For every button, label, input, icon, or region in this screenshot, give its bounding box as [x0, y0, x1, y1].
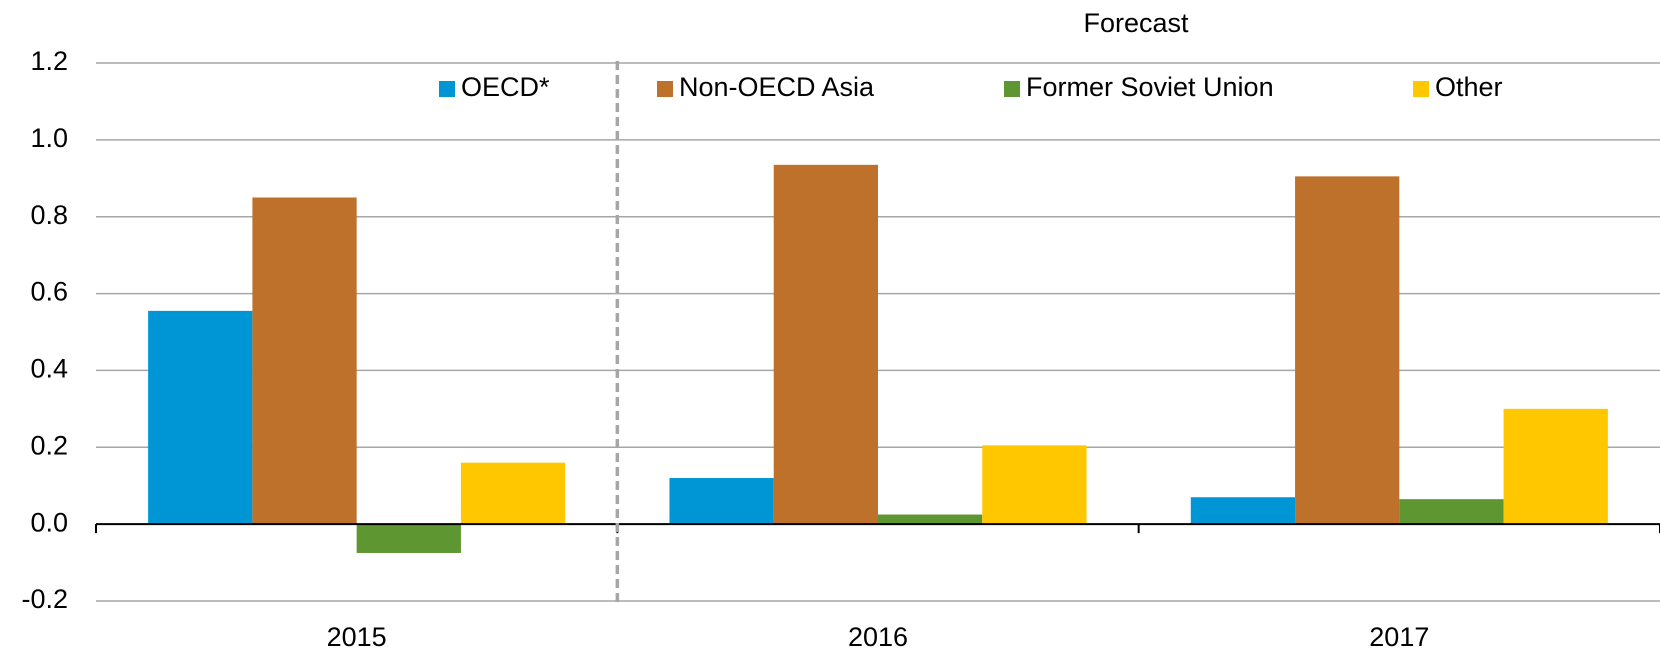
y-tick-label: 0.0 [30, 507, 68, 537]
bar [460, 462, 566, 525]
bar [878, 514, 983, 525]
bar [148, 310, 253, 525]
bar [1503, 408, 1608, 525]
x-tick-label: 2015 [327, 622, 387, 652]
legend-label: Former Soviet Union [1026, 72, 1274, 102]
x-tick-label: 2016 [848, 622, 908, 652]
bar [669, 478, 774, 525]
y-tick-label: 1.0 [30, 123, 68, 153]
x-tick-label: 2017 [1369, 622, 1429, 652]
legend-swatch [1413, 81, 1429, 97]
bar [982, 445, 1087, 525]
y-tick-label: 0.4 [30, 354, 68, 384]
bar [356, 524, 461, 553]
bar [1295, 176, 1400, 525]
legend-swatch [657, 81, 673, 97]
y-tick-label: 0.8 [30, 200, 68, 230]
y-tick-label: 0.2 [30, 430, 68, 460]
bar [1190, 497, 1296, 525]
y-tick-label: 0.6 [30, 277, 68, 307]
legend-swatch [439, 81, 455, 97]
y-tick-label: 1.2 [30, 46, 68, 76]
bar [773, 164, 878, 525]
bar [1399, 499, 1504, 525]
bar [252, 197, 357, 525]
legend-label: Non-OECD Asia [679, 72, 875, 102]
forecast-annotation: Forecast [1083, 8, 1189, 38]
legend-label: OECD* [461, 72, 550, 102]
legend-label: Other [1435, 72, 1503, 102]
y-tick-label: -0.2 [21, 584, 68, 614]
legend-swatch [1004, 81, 1020, 97]
